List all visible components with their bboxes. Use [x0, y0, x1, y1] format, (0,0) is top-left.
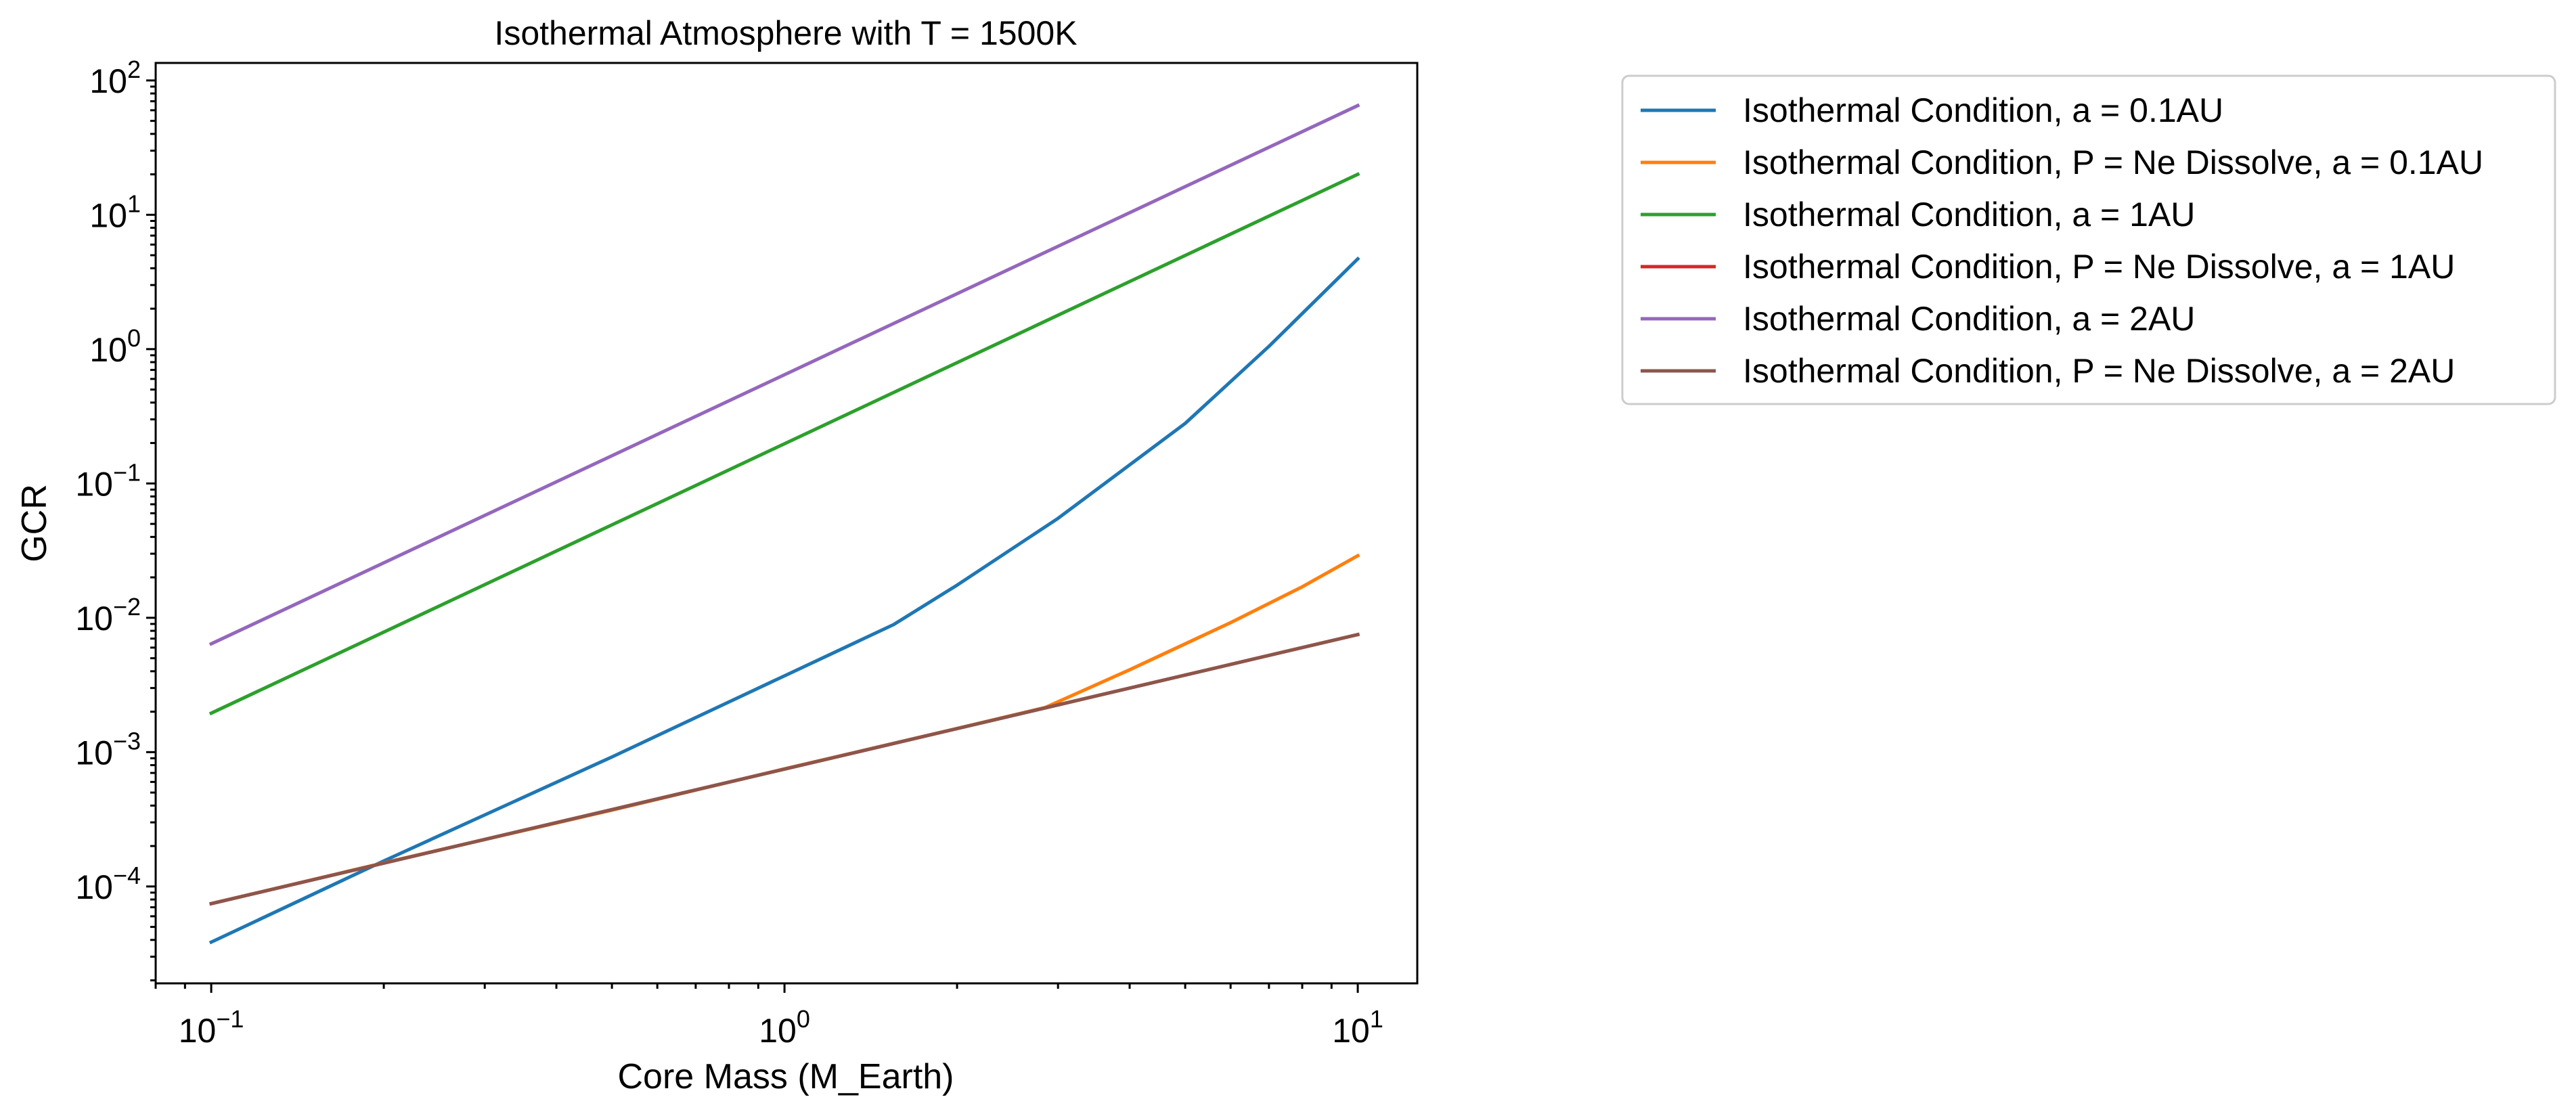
x-tick-label-3: 101 [1332, 1005, 1383, 1050]
series-line-3 [208, 172, 1360, 716]
series-line-2 [209, 553, 1360, 906]
legend-label-5: Isothermal Condition, a = 2AU [1743, 300, 2195, 338]
legend: Isothermal Condition, a = 0.1AU Isotherma… [1621, 74, 2556, 405]
series-layer [208, 103, 1360, 945]
legend-label-2: Isothermal Condition, P = Ne Dissolve, a… [1743, 143, 2483, 181]
y-tick-label-7: 102 [89, 55, 141, 100]
chart-title: Isothermal Atmosphere with T = 1500K [494, 14, 1077, 52]
y-tick-label-3: 10−2 [75, 593, 141, 638]
legend-label-1: Isothermal Condition, a = 0.1AU [1743, 91, 2223, 129]
x-axis-label: Core Mass (M_Earth) [618, 1057, 954, 1096]
legend-label-4: Isothermal Condition, P = Ne Dissolve, a… [1743, 248, 2455, 286]
legend-label-6: Isothermal Condition, P = Ne Dissolve, a… [1743, 352, 2455, 390]
y-tick-label-6: 101 [89, 189, 141, 234]
y-tick-label-5: 100 [89, 324, 141, 369]
y-axis: 10−4 10−3 10−2 10−1 100 101 102 [75, 55, 156, 982]
legend-label-3: Isothermal Condition, a = 1AU [1743, 196, 2195, 233]
x-tick-label-1: 10−1 [179, 1005, 244, 1050]
series-line-5 [208, 103, 1360, 646]
plot-frame [154, 62, 1419, 985]
legend-frame [1621, 74, 2556, 405]
y-tick-label-4: 10−1 [75, 458, 141, 503]
y-tick-label-1: 10−4 [75, 862, 141, 906]
x-tick-label-2: 100 [759, 1005, 810, 1050]
y-axis-label: GCR [15, 484, 54, 562]
series-line-6 [209, 632, 1360, 906]
x-axis: 10−1 100 101 [154, 983, 1383, 1050]
y-tick-label-2: 10−3 [75, 727, 141, 772]
series-line-1 [208, 256, 1360, 945]
